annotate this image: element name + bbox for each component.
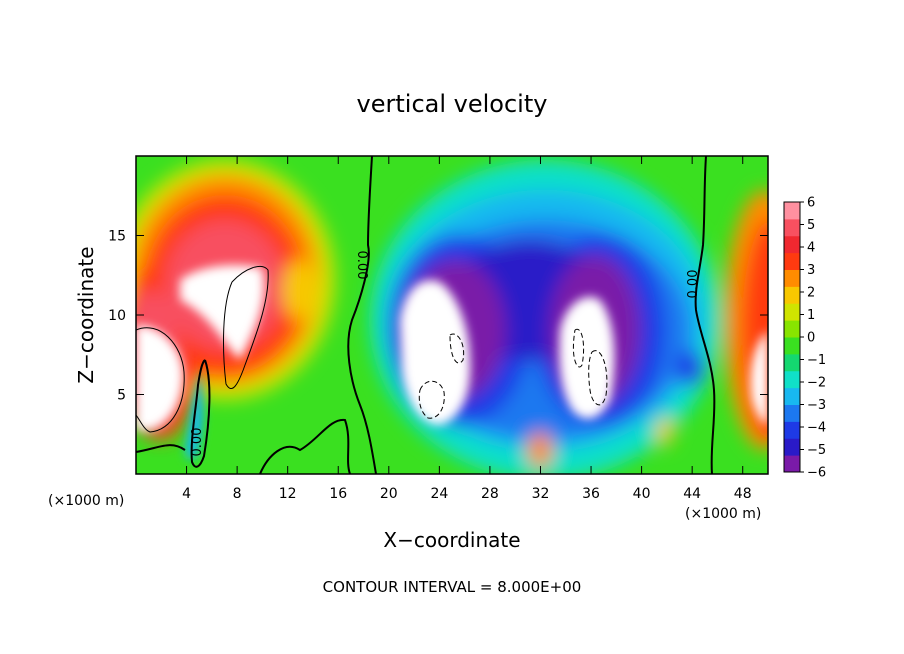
x-tick-label: 16 <box>329 486 347 502</box>
colorbar-tick-label: 1 <box>807 308 815 323</box>
x-tick-label: 40 <box>633 486 651 502</box>
positive-contour-upper <box>223 266 269 389</box>
colorbar-tick-label: 0 <box>807 331 815 346</box>
x-axis-title: X−coordinate <box>383 528 520 552</box>
colorbar-swatch <box>784 421 800 439</box>
colorbar-swatch <box>784 202 800 220</box>
colorbar-swatch <box>784 235 800 254</box>
colorbar-swatch <box>784 252 800 270</box>
zero-contour-right <box>694 156 716 474</box>
colorbar-swatch <box>784 286 800 304</box>
colorbar-swatch <box>784 404 800 422</box>
zero-contour-middle <box>347 156 377 474</box>
colorbar-swatch <box>784 387 800 405</box>
contour-label-middle: 0.00 <box>354 251 369 280</box>
x-unit-label-right: (×1000 m) <box>685 506 761 522</box>
colorbar-tick-label: −3 <box>807 398 826 413</box>
x-tick-label: 48 <box>734 486 752 502</box>
colorbar-tick-label: −4 <box>807 421 826 436</box>
x-tick-label: 8 <box>233 486 242 502</box>
negative-contour-right-core <box>572 328 608 406</box>
colorbar-tick-label: −2 <box>807 376 826 391</box>
colorbar-tick-label: −5 <box>807 443 826 458</box>
colorbar-swatch <box>784 337 800 355</box>
positive-contour-left <box>136 327 185 433</box>
y-tick-label: 5 <box>117 388 126 404</box>
colorbar-tick-label: 4 <box>807 241 815 256</box>
contour-label-right: 0.00 <box>686 270 701 299</box>
zero-contour-left-channel <box>190 359 211 468</box>
colorbar-tick-label: 5 <box>807 218 815 233</box>
x-tick-label: 28 <box>481 486 499 502</box>
colorbar-tick-label: −1 <box>807 353 826 368</box>
heatmap-field <box>136 156 768 474</box>
colorbar: 6 5 4 3 2 1 0 −1 −2 −3 −4 −5 −6 <box>783 196 826 481</box>
x-tick-label: 4 <box>182 486 191 502</box>
y-tick-label: 15 <box>108 229 126 245</box>
contour-interval-note: CONTOUR INTERVAL = 8.000E+00 <box>323 578 582 596</box>
x-tick-label: 36 <box>582 486 600 502</box>
x-tick-label: 44 <box>683 486 701 502</box>
x-axis-ticks: 4 8 12 16 20 24 28 32 36 40 44 48 <box>182 156 752 502</box>
colorbar-swatch <box>784 370 800 389</box>
colorbar-swatch <box>784 353 800 372</box>
x-tick-label: 24 <box>430 486 448 502</box>
colorbar-swatch <box>784 455 800 473</box>
colorbar-tick-label: −6 <box>807 466 826 481</box>
y-axis-ticks: 5 10 15 <box>108 229 768 404</box>
x-tick-label: 32 <box>532 486 550 502</box>
colorbar-swatch <box>784 303 800 321</box>
chart-title: vertical velocity <box>357 90 548 118</box>
colorbar-tick-label: 3 <box>807 263 815 278</box>
x-tick-label: 12 <box>279 486 297 502</box>
colorbar-swatch <box>784 320 800 338</box>
contour-label-left: 0.00 <box>190 428 205 457</box>
contour-lines <box>136 156 716 474</box>
y-tick-label: 10 <box>108 308 126 324</box>
y-axis-title: Z−coordinate <box>74 246 98 383</box>
x-tick-label: 20 <box>380 486 398 502</box>
x-unit-label-left: (×1000 m) <box>48 493 124 509</box>
zero-contour-bottom <box>136 418 351 474</box>
colorbar-swatch <box>784 438 800 456</box>
colorbar-tick-label: 6 <box>807 196 815 211</box>
colorbar-swatch <box>784 218 800 237</box>
negative-contour-left-core <box>418 333 465 419</box>
colorbar-tick-label: 2 <box>807 286 815 301</box>
colorbar-swatch <box>784 269 800 287</box>
